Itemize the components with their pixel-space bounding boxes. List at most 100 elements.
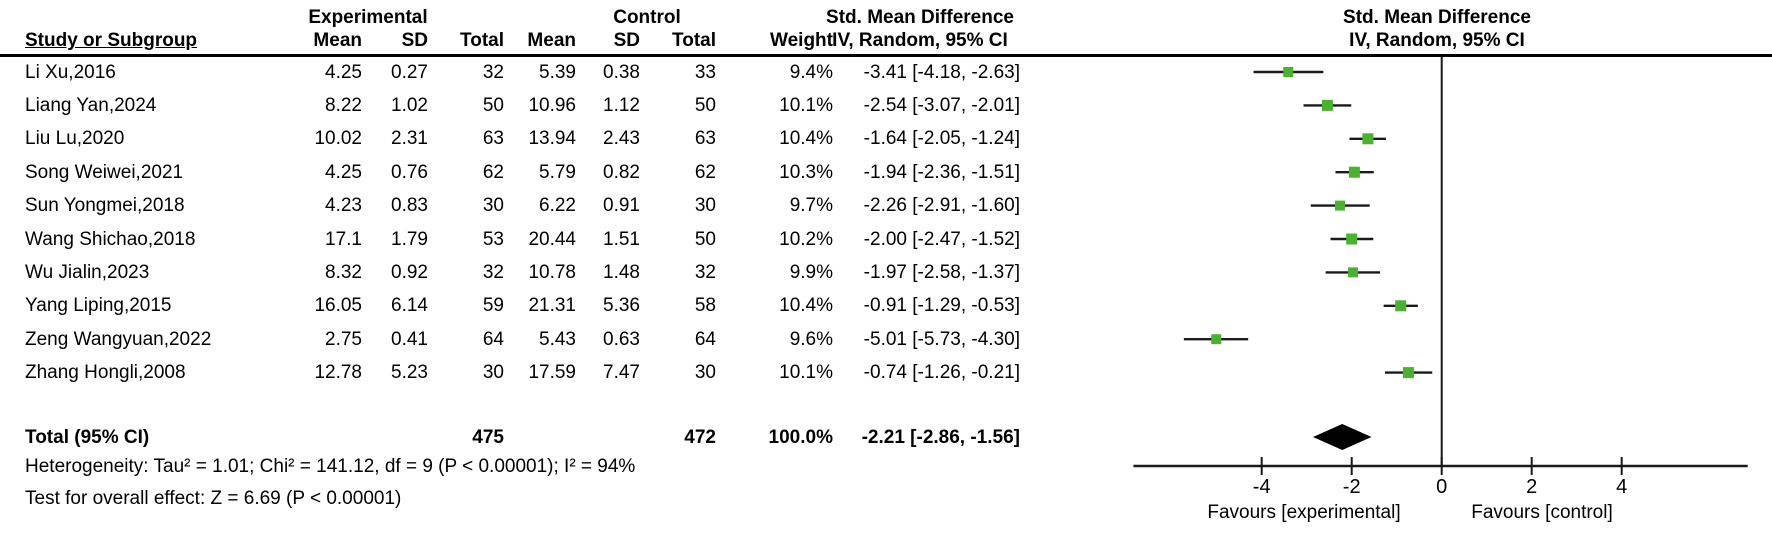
table-row-exp_total: 62 bbox=[482, 161, 504, 183]
study-marker bbox=[1211, 334, 1222, 345]
study-marker bbox=[1362, 133, 1374, 145]
axis-tick-label: 2 bbox=[1526, 476, 1537, 498]
favours-experimental-label: Favours [experimental] bbox=[1207, 502, 1401, 523]
table-row-weight: 10.4% bbox=[779, 295, 833, 317]
table-row-ctrl_sd: 1.12 bbox=[603, 94, 640, 116]
table-row-weight: 9.6% bbox=[789, 328, 833, 350]
total-row-exp-total: 475 bbox=[472, 426, 504, 448]
table-row-exp_sd: 2.31 bbox=[391, 128, 428, 150]
table-row-ctrl_total: 30 bbox=[694, 195, 716, 217]
table-row-ctrl_total: 32 bbox=[694, 261, 716, 283]
table-row-ctrl_total: 50 bbox=[694, 228, 716, 250]
table-row-exp_total: 64 bbox=[482, 328, 504, 350]
table-row-name: Zhang Hongli,2008 bbox=[25, 362, 186, 384]
column-header-ctrl-mean: Mean bbox=[527, 30, 576, 51]
table-row-name: Li Xu,2016 bbox=[25, 61, 116, 83]
table-row-exp_mean: 12.78 bbox=[314, 362, 362, 384]
heterogeneity-text: Heterogeneity: Tau² = 1.01; Chi² = 141.1… bbox=[25, 456, 636, 477]
table-row-exp_sd: 6.14 bbox=[391, 295, 428, 317]
study-marker bbox=[1283, 67, 1294, 77]
table-row-ctrl_sd: 0.91 bbox=[603, 195, 640, 217]
table-row-exp_mean: 16.05 bbox=[314, 295, 362, 317]
table-row-ci_text: -1.94 [-2.36, -1.51] bbox=[863, 161, 1020, 183]
table-row-ctrl_total: 64 bbox=[694, 328, 716, 350]
table-row-exp_total: 50 bbox=[482, 94, 504, 116]
table-row-exp_sd: 0.92 bbox=[391, 261, 428, 283]
table-row-ctrl_sd: 1.51 bbox=[603, 228, 640, 250]
axis-tick-label: 0 bbox=[1436, 476, 1447, 498]
table-row-name: Sun Yongmei,2018 bbox=[25, 195, 185, 217]
table-row-ctrl_total: 50 bbox=[694, 94, 716, 116]
total-row-label: Total (95% CI) bbox=[25, 426, 150, 448]
study-marker bbox=[1348, 267, 1359, 278]
table-row-exp_sd: 0.83 bbox=[391, 195, 428, 217]
table-row-exp_sd: 0.41 bbox=[391, 328, 428, 350]
table-row-exp_sd: 0.27 bbox=[391, 61, 428, 83]
table-row-ci_text: -3.41 [-4.18, -2.63] bbox=[863, 61, 1020, 83]
table-row-exp_total: 30 bbox=[482, 195, 504, 217]
table-row-name: Yang Liping,2015 bbox=[25, 295, 172, 317]
plot-column-subheader: IV, Random, 95% CI bbox=[1349, 30, 1525, 51]
table-row-exp_mean: 4.25 bbox=[325, 61, 362, 83]
table-row-exp_mean: 2.75 bbox=[325, 328, 362, 350]
table-row-ci_text: -1.64 [-2.05, -1.24] bbox=[863, 128, 1020, 150]
table-row-ctrl_mean: 5.43 bbox=[539, 328, 576, 350]
table-row-exp_total: 32 bbox=[482, 261, 504, 283]
table-row-weight: 10.4% bbox=[779, 128, 833, 150]
column-header-exp-total: Total bbox=[460, 30, 504, 51]
table-row-ctrl_mean: 5.79 bbox=[539, 161, 576, 183]
group-header-control: Control bbox=[613, 7, 681, 28]
table-row-exp_mean: 4.25 bbox=[325, 161, 362, 183]
table-row-ci_text: -0.74 [-1.26, -0.21] bbox=[863, 362, 1020, 384]
study-marker bbox=[1395, 300, 1407, 312]
table-row-ctrl_mean: 10.96 bbox=[528, 94, 576, 116]
table-row-ctrl_mean: 13.94 bbox=[528, 128, 576, 150]
table-row-exp_total: 53 bbox=[482, 228, 504, 250]
study-marker bbox=[1348, 166, 1360, 178]
table-row-exp_mean: 8.22 bbox=[325, 94, 362, 116]
header-divider bbox=[0, 54, 1772, 57]
table-row-ctrl_mean: 6.22 bbox=[539, 195, 576, 217]
table-row-ctrl_mean: 20.44 bbox=[528, 228, 576, 250]
axis-tick-label: 4 bbox=[1616, 476, 1627, 498]
table-row-exp_sd: 0.76 bbox=[391, 161, 428, 183]
table-row-ctrl_sd: 7.47 bbox=[603, 362, 640, 384]
table-row-ci_text: -2.00 [-2.47, -1.52] bbox=[863, 228, 1020, 250]
column-header-exp-mean: Mean bbox=[313, 30, 362, 51]
table-row-ctrl_mean: 10.78 bbox=[528, 261, 576, 283]
table-row-ci_text: -2.54 [-3.07, -2.01] bbox=[863, 94, 1020, 116]
table-row-ci_text: -0.91 [-1.29, -0.53] bbox=[863, 295, 1020, 317]
table-row-exp_mean: 4.23 bbox=[325, 195, 362, 217]
table-row-weight: 9.7% bbox=[789, 195, 833, 217]
favours-control-label: Favours [control] bbox=[1471, 502, 1613, 523]
table-row-ctrl_total: 63 bbox=[694, 128, 716, 150]
axis-tick-label: -4 bbox=[1253, 476, 1271, 498]
table-row-exp_total: 63 bbox=[482, 128, 504, 150]
study-marker bbox=[1346, 233, 1358, 245]
table-row-weight: 10.1% bbox=[779, 362, 833, 384]
table-row-ctrl_sd: 5.36 bbox=[603, 295, 640, 317]
table-row-ctrl_mean: 17.59 bbox=[528, 362, 576, 384]
column-header-ctrl-sd: SD bbox=[613, 30, 640, 51]
table-row-weight: 10.3% bbox=[779, 161, 833, 183]
table-row-exp_mean: 8.32 bbox=[325, 261, 362, 283]
table-row-exp_mean: 17.1 bbox=[325, 228, 362, 250]
table-row-ctrl_total: 58 bbox=[694, 295, 716, 317]
table-row-name: Wang Shichao,2018 bbox=[25, 228, 196, 250]
study-marker bbox=[1335, 200, 1345, 211]
table-row-exp_total: 30 bbox=[482, 362, 504, 384]
group-header-experimental: Experimental bbox=[308, 7, 428, 28]
table-row-ctrl_mean: 5.39 bbox=[539, 61, 576, 83]
table-row-name: Song Weiwei,2021 bbox=[25, 161, 184, 183]
effect-column-header: Std. Mean Difference bbox=[826, 7, 1014, 28]
table-row-weight: 10.1% bbox=[779, 94, 833, 116]
table-row-weight: 9.9% bbox=[789, 261, 833, 283]
table-row-ctrl_sd: 2.43 bbox=[603, 128, 640, 150]
table-row-ctrl_sd: 0.82 bbox=[603, 161, 640, 183]
axis-tick-label: -2 bbox=[1343, 476, 1361, 498]
column-header-weight: Weight bbox=[770, 30, 833, 51]
effect-column-subheader: IV, Random, 95% CI bbox=[832, 30, 1008, 51]
table-row-name: Liang Yan,2024 bbox=[25, 94, 157, 116]
summary-diamond bbox=[1313, 424, 1372, 450]
